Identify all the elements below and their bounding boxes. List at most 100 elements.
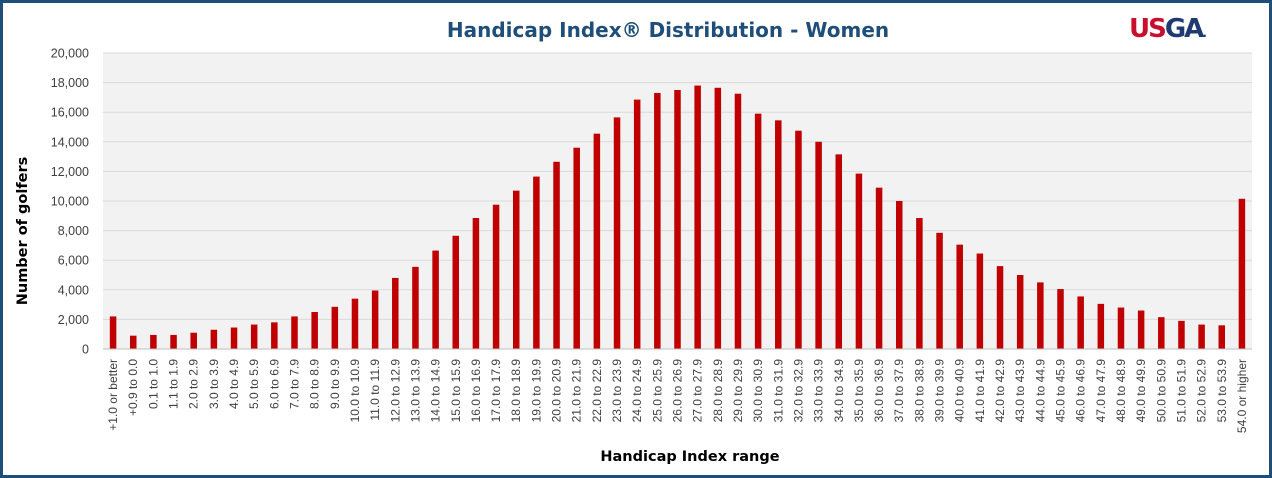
x-tick-label: 49.0 to 49.9 xyxy=(1134,359,1148,423)
x-tick-label: 54.0 or higher xyxy=(1235,359,1249,433)
x-tick-label: 39.0 to 39.9 xyxy=(933,359,947,423)
bar xyxy=(432,250,439,349)
x-tick-label: 40.0 to 40.9 xyxy=(953,359,967,423)
x-axis-title: Handicap Index range xyxy=(600,449,779,465)
bars xyxy=(109,85,1246,350)
bar xyxy=(351,298,359,349)
bar xyxy=(1097,303,1105,349)
x-tick-label: 53.0 to 53.9 xyxy=(1215,359,1229,423)
bar xyxy=(875,187,883,349)
bar xyxy=(1037,282,1044,349)
x-tick-label: 41.0 to 41.9 xyxy=(973,359,987,423)
x-tick-label: 15.0 to 15.9 xyxy=(449,359,463,423)
bar xyxy=(190,332,197,349)
x-tick-label: 23.0 to 23.9 xyxy=(610,359,624,423)
x-tick-label: 29.0 to 29.9 xyxy=(731,359,745,423)
x-tick-label: 24.0 to 24.9 xyxy=(630,359,644,423)
y-tick-label: 2,000 xyxy=(58,313,89,327)
bar xyxy=(109,316,117,349)
x-tick-label: 12.0 to 12.9 xyxy=(388,359,402,423)
bar xyxy=(654,92,661,350)
bar xyxy=(573,147,580,349)
x-tick-label: 32.0 to 32.9 xyxy=(791,359,805,423)
bar xyxy=(754,113,762,350)
bar xyxy=(976,253,984,349)
bar xyxy=(593,133,601,349)
bar xyxy=(956,244,963,349)
bar xyxy=(1117,307,1125,349)
y-tick-label: 0 xyxy=(82,343,89,357)
x-tick-label: 4.0 to 4.9 xyxy=(227,359,241,409)
bar xyxy=(250,324,258,349)
x-tick-label: 30.0 to 30.9 xyxy=(751,359,765,423)
bar xyxy=(1057,289,1064,349)
usga-logo: USGA. xyxy=(1129,14,1207,44)
x-tick-label: 6.0 to 6.9 xyxy=(267,359,281,409)
bar xyxy=(1178,320,1185,349)
x-tick-label: +1.0 or better xyxy=(106,359,120,431)
bar xyxy=(553,161,560,349)
logo-us: US xyxy=(1129,14,1167,44)
y-tick-label: 6,000 xyxy=(58,254,89,268)
x-tick-label: 8.0 to 8.9 xyxy=(308,359,322,409)
bar xyxy=(150,334,157,349)
x-tick-label: 42.0 to 42.9 xyxy=(993,359,1007,423)
x-tick-label: 38.0 to 38.9 xyxy=(912,359,926,423)
x-tick-label: 5.0 to 5.9 xyxy=(247,359,261,409)
y-tick-label: 14,000 xyxy=(51,135,89,149)
x-tick-label: 43.0 to 43.9 xyxy=(1013,359,1027,423)
x-tick-label: 36.0 to 36.9 xyxy=(872,359,886,423)
x-tick-label: 50.0 to 50.9 xyxy=(1154,359,1168,423)
bar xyxy=(1137,310,1145,349)
bar xyxy=(1158,317,1165,349)
x-tick-label: 28.0 to 28.9 xyxy=(711,359,725,423)
logo-dot: . xyxy=(1202,26,1206,40)
x-tick-label: 47.0 to 47.9 xyxy=(1094,359,1108,423)
y-tick-label: 12,000 xyxy=(51,165,89,179)
x-tick-label: 0.1 to 1.0 xyxy=(146,359,160,409)
x-tick-label: 31.0 to 31.9 xyxy=(771,359,785,423)
x-tick-label: 21.0 to 21.9 xyxy=(570,359,584,423)
bar xyxy=(633,99,641,350)
bar xyxy=(452,235,460,349)
x-tick-label: 51.0 to 51.9 xyxy=(1174,359,1188,423)
x-tick-label: 10.0 to 10.9 xyxy=(348,359,362,423)
bar xyxy=(916,218,923,349)
x-tick-label: 19.0 to 19.9 xyxy=(529,359,543,423)
chart-title: Handicap Index® Distribution - Women xyxy=(446,18,890,42)
bar xyxy=(392,277,399,349)
bar xyxy=(472,218,480,349)
bar xyxy=(855,173,863,349)
bar xyxy=(412,266,419,349)
x-tick-label: 33.0 to 33.9 xyxy=(812,359,826,423)
bar xyxy=(613,117,621,349)
bar xyxy=(734,93,742,349)
x-tick-label: 46.0 to 46.9 xyxy=(1074,359,1088,423)
bar xyxy=(492,204,500,349)
x-tick-label: 44.0 to 44.9 xyxy=(1033,359,1047,423)
x-tick-label: 48.0 to 48.9 xyxy=(1114,359,1128,423)
bar xyxy=(533,176,540,349)
x-axis-ticks: +1.0 or better +0.9 to 0.0 0.1 to 1.0 1.1 t… xyxy=(106,359,1249,433)
y-tick-label: 10,000 xyxy=(51,195,89,209)
logo-ga: GA xyxy=(1164,14,1204,44)
x-tick-label: 34.0 to 34.9 xyxy=(832,359,846,423)
bar xyxy=(815,141,822,349)
x-tick-label: 3.0 to 3.9 xyxy=(207,359,221,409)
bar xyxy=(230,327,238,349)
bar xyxy=(714,87,722,349)
bar xyxy=(291,316,298,349)
bar xyxy=(170,334,177,349)
bar xyxy=(1218,325,1226,349)
x-tick-label: 37.0 to 37.9 xyxy=(892,359,906,423)
x-tick-label: 18.0 to 18.9 xyxy=(509,359,523,423)
x-tick-label: +0.9 to 0.0 xyxy=(126,359,140,416)
x-tick-label: 11.0 to 11.9 xyxy=(368,359,382,421)
x-tick-label: 45.0 to 45.9 xyxy=(1054,359,1068,423)
x-tick-label: 16.0 to 16.9 xyxy=(469,359,483,423)
bar xyxy=(1077,296,1084,349)
y-tick-label: 20,000 xyxy=(51,47,89,61)
x-tick-label: 25.0 to 25.9 xyxy=(650,359,664,423)
x-tick-label: 22.0 to 22.9 xyxy=(590,359,604,423)
